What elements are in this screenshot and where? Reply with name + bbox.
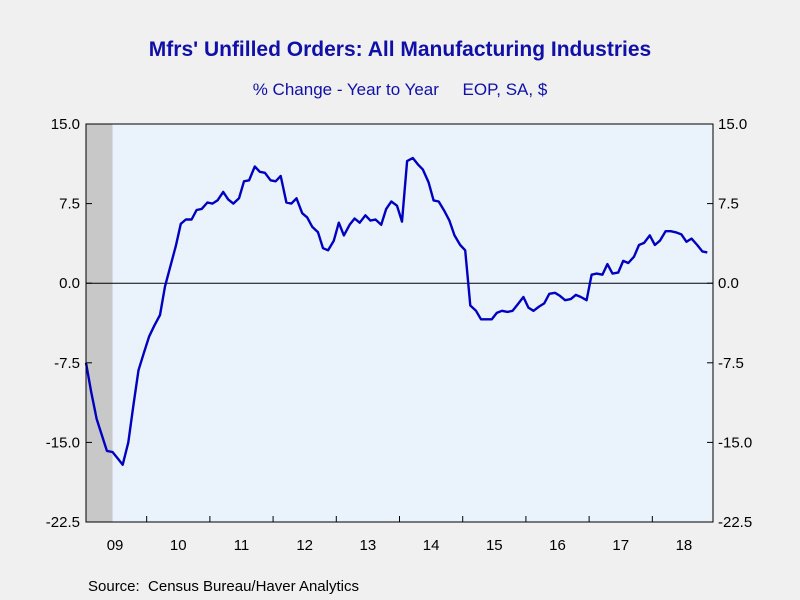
- left-tick-label: 0.0: [59, 275, 80, 292]
- right-axis: 15.0 7.5 0.0 -7.5 -15.0 -22.5: [707, 116, 752, 531]
- left-tick-label: -7.5: [54, 355, 80, 372]
- x-axis: 09 10 11 12 13 14 15 16 17 18: [107, 516, 693, 554]
- right-tick-label: -22.5: [718, 514, 752, 531]
- left-tick-label: 7.5: [59, 196, 80, 213]
- x-tick-label: 17: [612, 537, 629, 554]
- right-tick-label: 7.5: [718, 196, 739, 213]
- plot-area: [86, 124, 713, 522]
- right-tick-label: -7.5: [718, 355, 744, 372]
- x-tick-label: 09: [107, 537, 124, 554]
- source-note: Source: Census Bureau/Haver Analytics: [88, 578, 359, 595]
- x-tick-label: 11: [234, 537, 250, 554]
- series-line: [84, 156, 708, 466]
- left-tick-label: 15.0: [51, 116, 80, 133]
- x-tick-label: 15: [486, 537, 503, 554]
- left-axis: 15.0 7.5 0.0 -7.5 -15.0 -22.5: [46, 116, 92, 531]
- x-tick-label: 13: [360, 537, 377, 554]
- left-tick-label: -22.5: [46, 514, 80, 531]
- recession-shading: [86, 124, 113, 522]
- left-tick-label: -15.0: [46, 434, 80, 451]
- x-tick-label: 18: [676, 537, 693, 554]
- chart-title: Mfrs' Unfilled Orders: All Manufacturing…: [148, 38, 652, 61]
- x-tick-label: 14: [423, 537, 440, 554]
- x-tick-label: 12: [296, 537, 313, 554]
- right-tick-label: 15.0: [718, 116, 747, 133]
- plot-frame: [85, 123, 714, 523]
- right-tick-label: -15.0: [718, 434, 752, 451]
- x-tick-label: 16: [549, 537, 566, 554]
- right-tick-label: 0.0: [718, 275, 739, 292]
- chart-subtitle: % Change - Year to Year EOP, SA, $: [252, 80, 548, 99]
- x-tick-label: 10: [170, 537, 187, 554]
